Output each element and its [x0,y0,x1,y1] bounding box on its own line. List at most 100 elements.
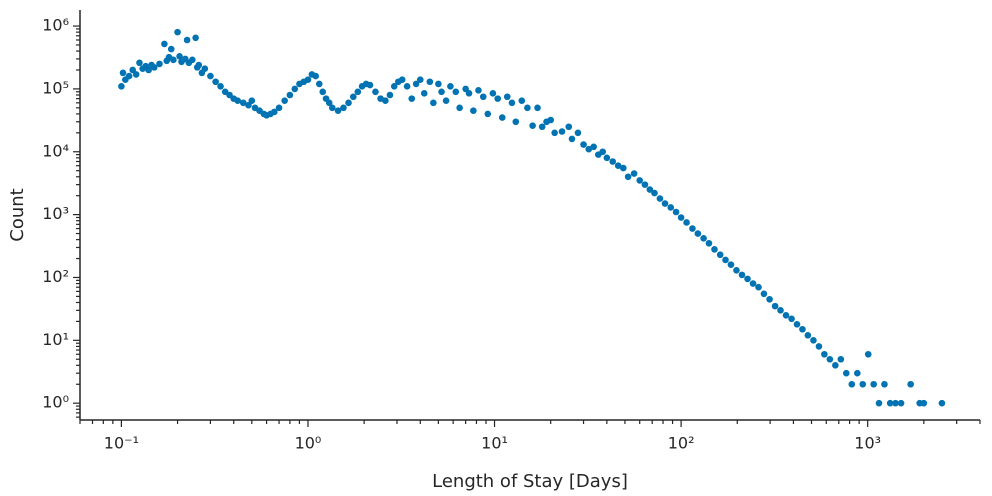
point [580,141,587,148]
y-tick-label: 10⁵ [42,78,69,97]
point [875,399,883,407]
point [547,116,554,124]
point [677,214,685,221]
point [755,283,762,291]
point [366,81,374,89]
point [442,97,450,104]
point [518,97,526,104]
point [760,290,768,298]
point [465,90,473,97]
point [738,271,746,279]
point [245,101,252,109]
point [694,230,702,237]
point [170,56,177,64]
point [624,173,632,181]
point [319,88,327,96]
point [189,56,196,64]
point [403,82,411,90]
point [672,208,680,216]
point [766,295,773,303]
point [799,325,806,333]
point [842,369,850,377]
point [350,93,357,101]
x-tick-label: 10⁻¹ [104,434,139,453]
point [281,97,288,104]
point [599,148,607,156]
point [304,76,312,84]
point [804,332,812,339]
point [656,195,664,202]
point [354,88,362,96]
point [398,76,406,84]
point [503,93,511,101]
point [498,114,506,121]
point [529,122,536,129]
point [312,72,319,80]
point [315,80,323,88]
point [328,104,336,112]
point [136,59,143,67]
point [174,28,181,36]
point [886,399,894,407]
point [386,91,394,99]
point [452,88,460,96]
point [132,71,140,78]
point [590,143,597,151]
point [689,225,696,232]
point [892,399,899,407]
point [239,99,247,107]
point [574,129,582,137]
point [207,72,214,80]
y-tick-label: 10¹ [42,330,69,349]
point [810,337,817,344]
point [907,380,914,388]
point [217,82,224,90]
point [167,45,175,53]
point [479,93,487,101]
point [609,158,617,165]
point [630,170,638,177]
point [456,104,463,112]
point [568,135,576,143]
x-axis-label: Length of Stay [Days] [432,471,628,492]
y-tick-label: 10² [42,267,69,286]
point [793,320,801,328]
point [484,110,492,118]
point [716,251,724,259]
point [420,90,428,97]
point [837,355,845,363]
point [749,280,757,287]
point [614,162,622,170]
point [700,234,707,242]
point [565,123,573,131]
point [118,82,125,90]
point [192,34,199,42]
y-axis-label: Count [7,188,28,241]
point [176,53,183,60]
point [524,104,531,112]
point [870,380,877,388]
point [119,69,127,77]
point [161,40,168,48]
point [558,128,566,135]
point [438,88,445,96]
point [859,380,867,388]
point [733,267,740,274]
point [408,95,416,102]
y-tick-label: 10³ [42,204,69,223]
point [646,186,654,193]
point [920,399,928,407]
point [291,85,299,93]
point [340,104,347,112]
point [489,90,497,97]
point [129,66,137,74]
x-tick-label: 10³ [854,434,881,453]
point [475,87,482,94]
point [641,181,649,188]
point [156,60,163,68]
point [603,154,611,162]
point [286,91,294,99]
point [325,99,333,107]
point [412,80,420,88]
